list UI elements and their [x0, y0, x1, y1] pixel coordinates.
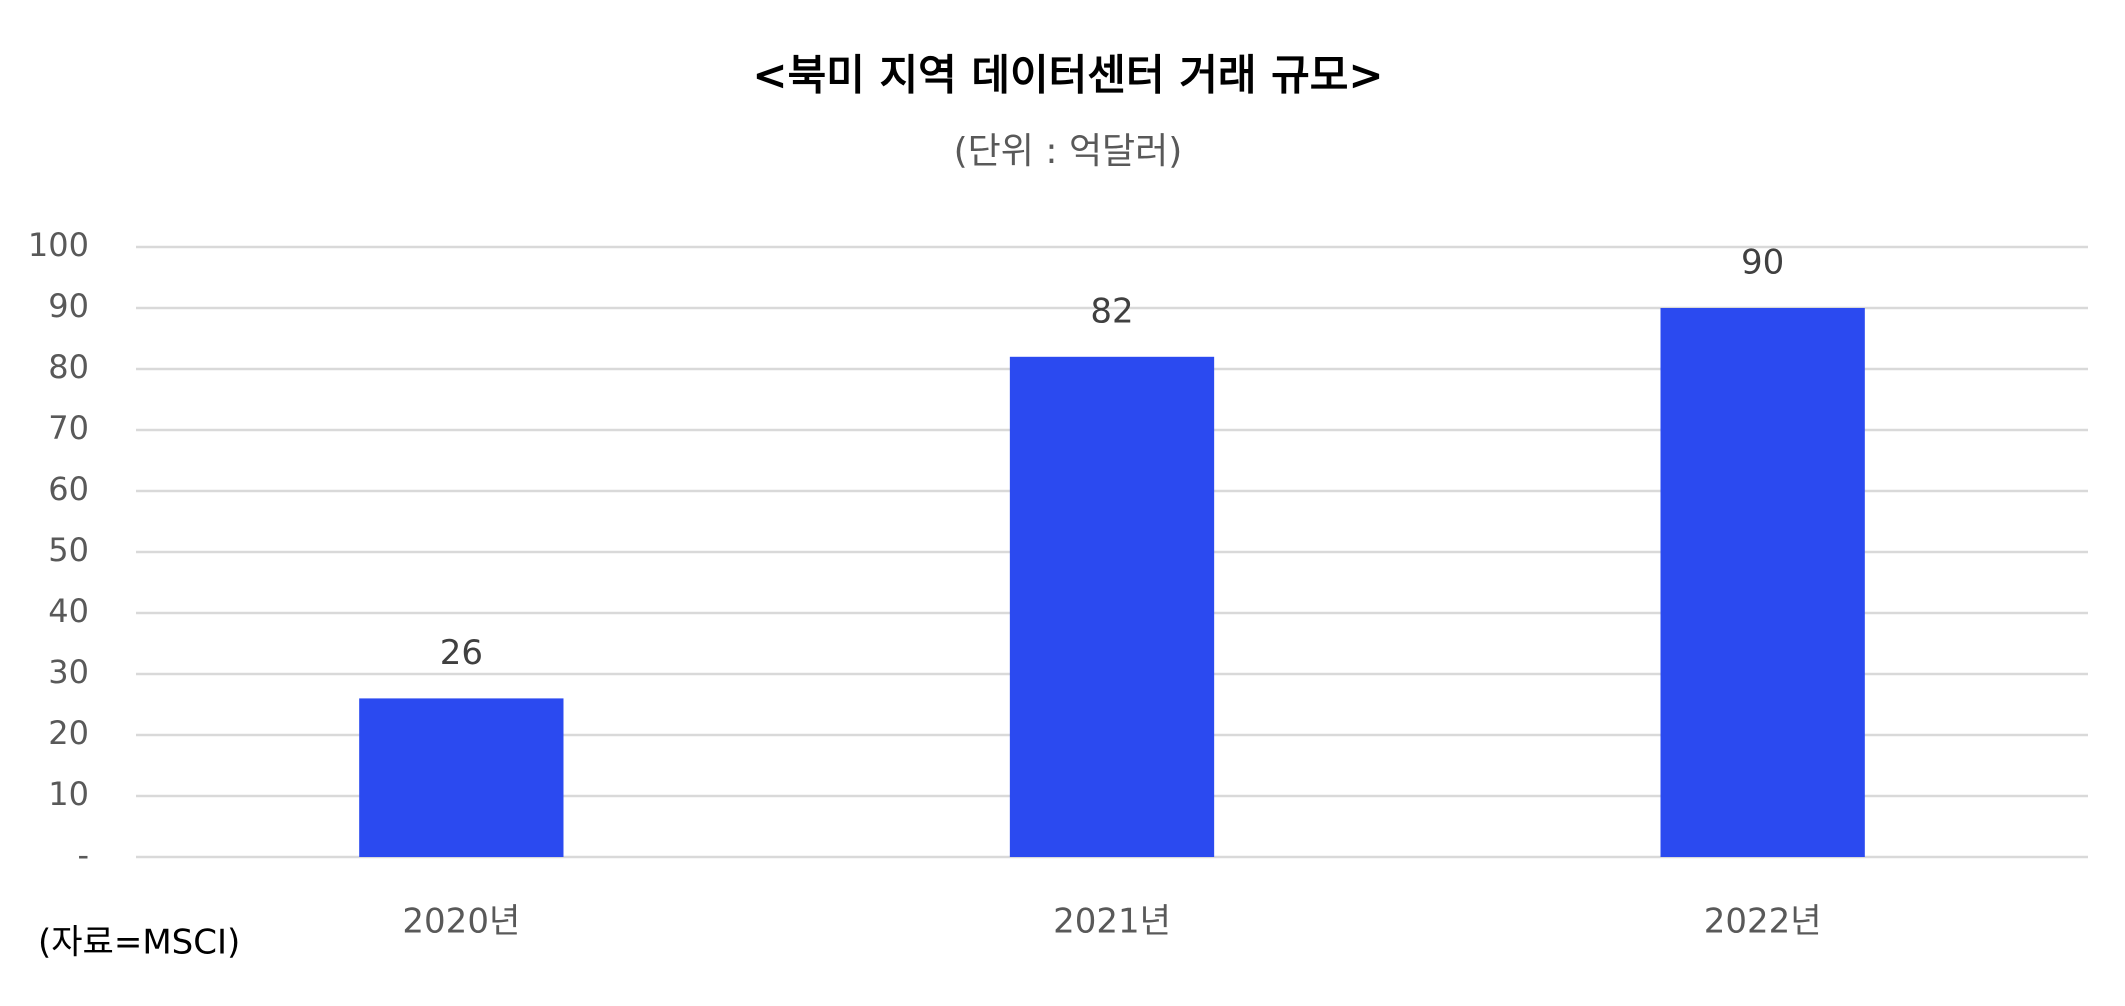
data-label: 90 [1741, 243, 1784, 283]
data-label: 82 [1090, 291, 1133, 331]
x-tick-label: 2021년 [1053, 902, 1171, 942]
y-tick-label: - [77, 836, 89, 874]
y-tick-label: 70 [48, 409, 89, 447]
y-tick-label: 100 [28, 226, 89, 264]
chart-subtitle: (단위 : 억달러) [954, 131, 1183, 172]
x-tick-label: 2020년 [402, 902, 520, 942]
y-tick-label: 80 [48, 348, 89, 386]
x-tick-label: 2022년 [1704, 902, 1822, 942]
chart-title: <북미 지역 데이터센터 거래 규모> [752, 51, 1383, 100]
y-tick-label: 50 [48, 531, 89, 569]
y-tick-label: 40 [48, 592, 89, 630]
bar [359, 698, 564, 857]
data-label: 26 [440, 633, 483, 673]
bar [1009, 356, 1215, 857]
y-tick-label: 30 [48, 653, 89, 691]
bar [1660, 308, 1865, 857]
y-tick-label: 90 [48, 287, 89, 325]
y-tick-label: 10 [48, 775, 89, 813]
y-tick-label: 60 [48, 470, 89, 508]
y-tick-label: 20 [48, 714, 89, 752]
source-note: (자료=MSCI) [38, 923, 240, 963]
